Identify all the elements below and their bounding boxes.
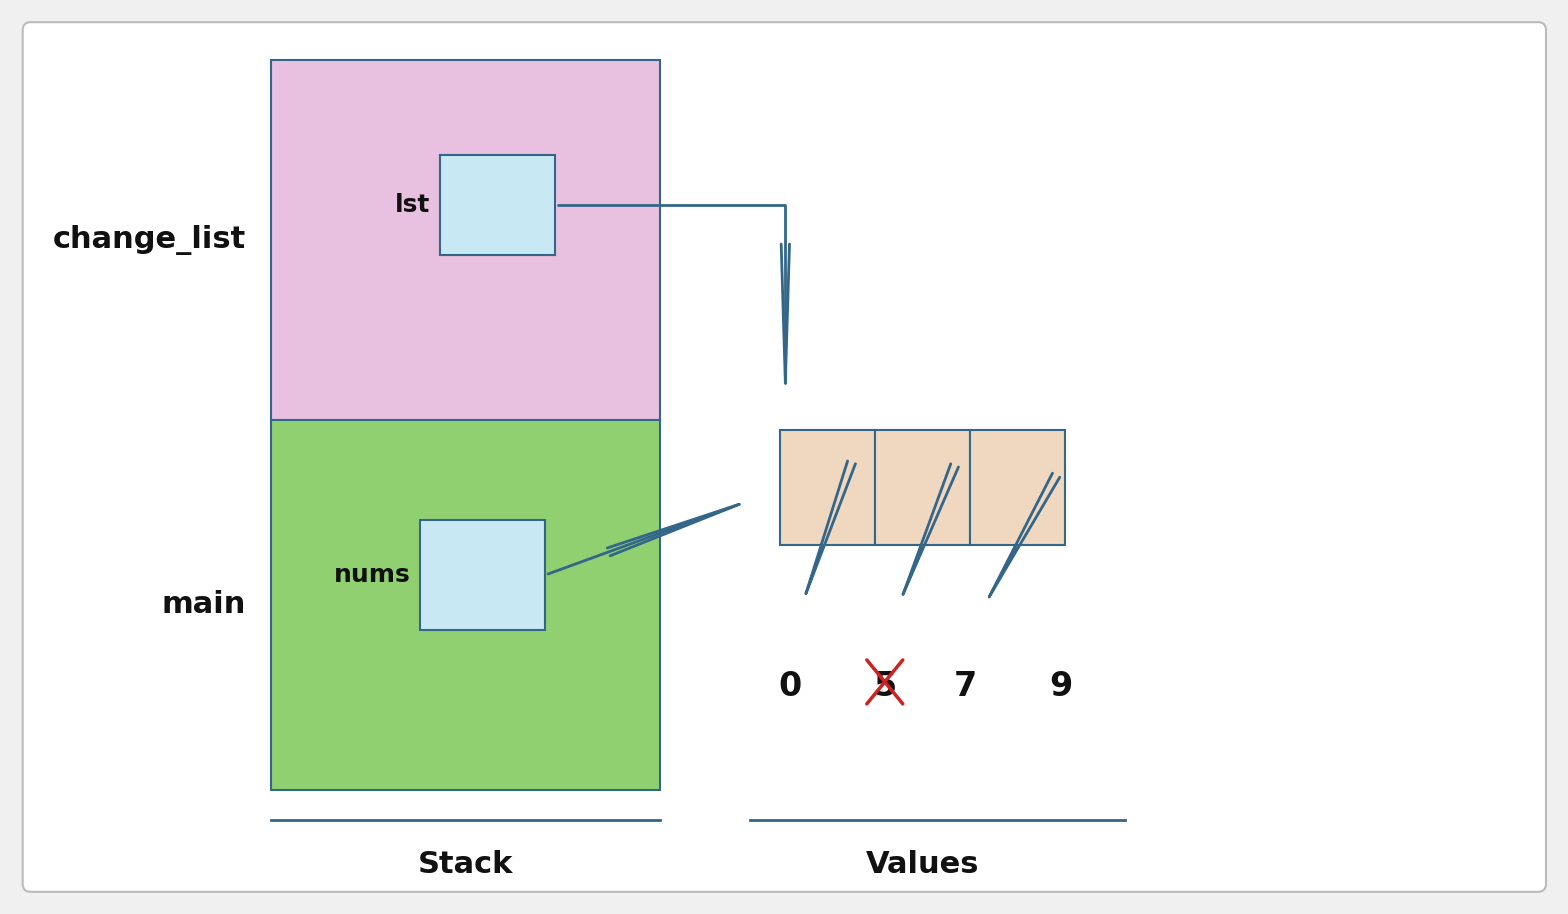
Bar (271, 420, 660, 790)
Text: 0: 0 (778, 670, 801, 703)
Text: 9: 9 (1049, 670, 1073, 703)
FancyBboxPatch shape (22, 22, 1546, 892)
Text: Stack: Stack (417, 850, 513, 879)
Text: change_list: change_list (52, 225, 246, 255)
Text: Values: Values (866, 850, 980, 879)
Bar (271, 60, 660, 420)
Text: 7: 7 (953, 670, 977, 703)
Bar (420, 520, 546, 630)
Text: lst: lst (395, 193, 431, 218)
Text: 5: 5 (873, 670, 897, 703)
Bar (971, 430, 1065, 545)
Bar (781, 430, 875, 545)
Text: nums: nums (334, 563, 411, 587)
Bar (441, 155, 555, 255)
Bar (875, 430, 971, 545)
Text: main: main (162, 590, 246, 620)
